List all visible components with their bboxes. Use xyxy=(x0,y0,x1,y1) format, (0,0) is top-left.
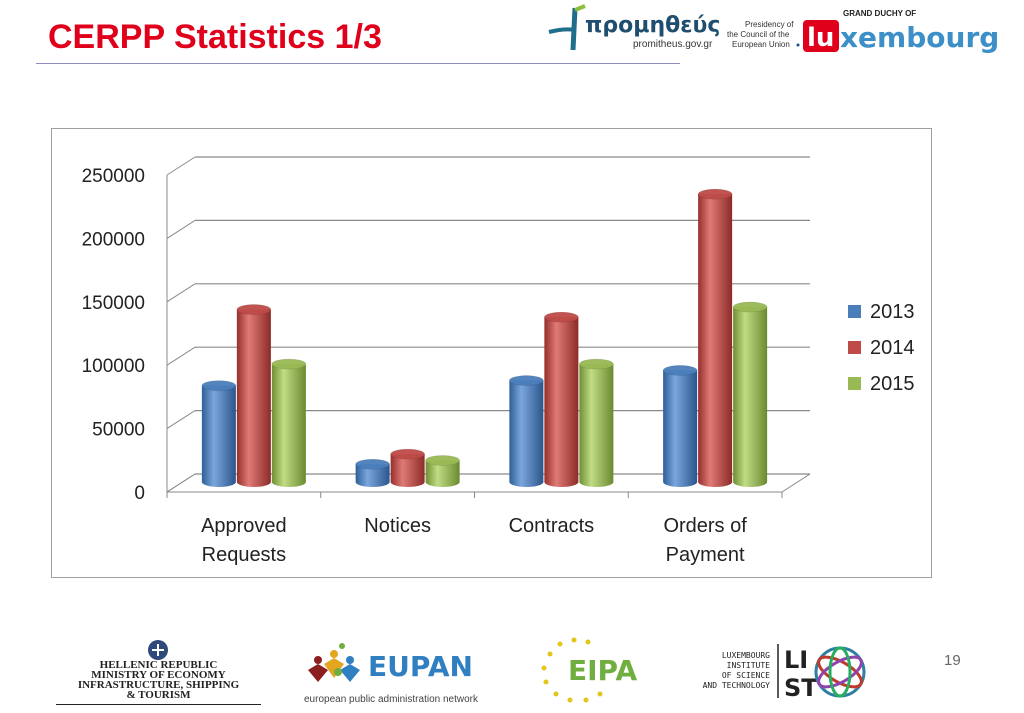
eipa-logo: EIPA xyxy=(538,636,658,708)
gridline-side xyxy=(166,410,196,430)
gridline-side xyxy=(166,283,196,303)
list-line3: OF SCIENCE xyxy=(722,671,770,680)
x-category-label: Notices xyxy=(364,515,431,537)
x-category-label: Orders of xyxy=(663,515,747,537)
hellenic-emblem-icon xyxy=(148,640,168,660)
legend-swatch-2015 xyxy=(848,377,861,390)
title-divider xyxy=(36,63,680,64)
eupan-figures-icon xyxy=(308,643,360,682)
legend-swatch-2014 xyxy=(848,341,861,354)
luxembourg-top: GRAND DUCHY OF xyxy=(843,9,916,18)
bar-2013-1 xyxy=(355,458,390,487)
bar-2013-0 xyxy=(201,380,237,487)
hellenic-underline xyxy=(56,704,261,705)
y-tick-label: 250000 xyxy=(82,166,145,187)
eu-stars-icon xyxy=(541,637,603,703)
legend: 2013 2014 2015 xyxy=(848,301,915,395)
x-category-label: Approved xyxy=(201,515,287,537)
list-logo: LUXEMBOURG INSTITUTE OF SCIENCE AND TECH… xyxy=(696,640,876,706)
x-category-label: Contracts xyxy=(509,515,595,537)
luxembourg-rest: xembourg xyxy=(840,21,999,54)
eipa-name: EIPA xyxy=(568,654,637,687)
presidency-line2: the Council of the xyxy=(727,30,790,39)
legend-label-2014: 2014 xyxy=(870,337,915,359)
legend-swatch-2013 xyxy=(848,305,861,318)
labels-layer: 0 50000 100000 150000 200000 250000 Approved Re… xyxy=(82,166,748,566)
list-mark-top: LI xyxy=(784,646,808,674)
luxembourg-lu: lu xyxy=(807,23,834,53)
bars-layer xyxy=(201,188,768,487)
list-mark-bottom: ST xyxy=(784,674,818,702)
gridline-side xyxy=(166,156,196,176)
list-line1: LUXEMBOURG xyxy=(722,651,770,660)
bar-2015-0 xyxy=(271,358,307,487)
bar-2013-3 xyxy=(662,365,698,487)
prometheus-url: promitheus.gov.gr xyxy=(633,39,713,50)
presidency-line1: Presidency of xyxy=(745,20,794,29)
bar-2013-2 xyxy=(509,375,544,487)
presidency-logo: Presidency of the Council of the Europea… xyxy=(727,20,800,49)
bar-2015-3 xyxy=(732,301,768,487)
bar-chart: 0 50000 100000 150000 200000 250000 Approved Re… xyxy=(82,156,915,566)
legend-label-2015: 2015 xyxy=(870,373,915,395)
legend-label-2013: 2013 xyxy=(870,301,915,323)
y-tick-label: 200000 xyxy=(82,229,145,250)
bar-2014-0 xyxy=(236,304,272,487)
chart-frame: 0 50000 100000 150000 200000 250000 Approved Re… xyxy=(51,128,932,578)
y-tick-label: 0 xyxy=(134,483,145,504)
gridline-side xyxy=(166,219,196,239)
list-line2: INSTITUTE xyxy=(727,661,771,670)
y-tick-label: 150000 xyxy=(82,293,145,314)
presidency-line3: European Union xyxy=(732,40,790,49)
hellenic-line3: INFRASTRUCTURE, SHIPPING xyxy=(77,679,240,691)
header-logos: προμηθεύς promitheus.gov.gr Presidency o… xyxy=(548,4,999,54)
bar-2014-1 xyxy=(390,448,425,487)
bar-2015-1 xyxy=(425,455,460,487)
bar-2014-2 xyxy=(544,311,579,487)
luxembourg-logo: GRAND DUCHY OF lu xembourg xyxy=(803,9,999,54)
x-category-label: Requests xyxy=(202,544,287,566)
eupan-name: EUPAN xyxy=(368,650,473,683)
page-title: CERPP Statistics 1/3 xyxy=(48,18,382,56)
gridline-side xyxy=(166,473,196,493)
x-category-label: Payment xyxy=(666,544,745,566)
page-number: 19 xyxy=(944,652,961,669)
hellenic-line2: MINISTRY OF ECONOMY xyxy=(91,669,226,681)
hellenic-line1: HELLENIC REPUBLIC xyxy=(99,659,218,671)
y-tick-label: 100000 xyxy=(82,356,145,377)
prometheus-logo: προμηθεύς promitheus.gov.gr xyxy=(548,4,720,51)
hellenic-line4: & TOURISM xyxy=(126,689,191,701)
list-line4: AND TECHNOLOGY xyxy=(703,681,771,690)
eupan-subtitle: european public administration network xyxy=(304,694,479,705)
eupan-logo: EUPAN european public administration net… xyxy=(302,638,502,708)
bar-2015-2 xyxy=(579,358,614,487)
hellenic-ministry-logo: HELLENIC REPUBLIC MINISTRY OF ECONOMY IN… xyxy=(56,638,261,708)
gridline-side xyxy=(166,346,196,366)
floor-right-edge xyxy=(781,473,811,493)
list-globe-icon xyxy=(814,646,866,698)
prometheus-name: προμηθεύς xyxy=(585,13,720,38)
bar-2014-3 xyxy=(697,188,733,487)
y-tick-label: 50000 xyxy=(92,420,145,441)
